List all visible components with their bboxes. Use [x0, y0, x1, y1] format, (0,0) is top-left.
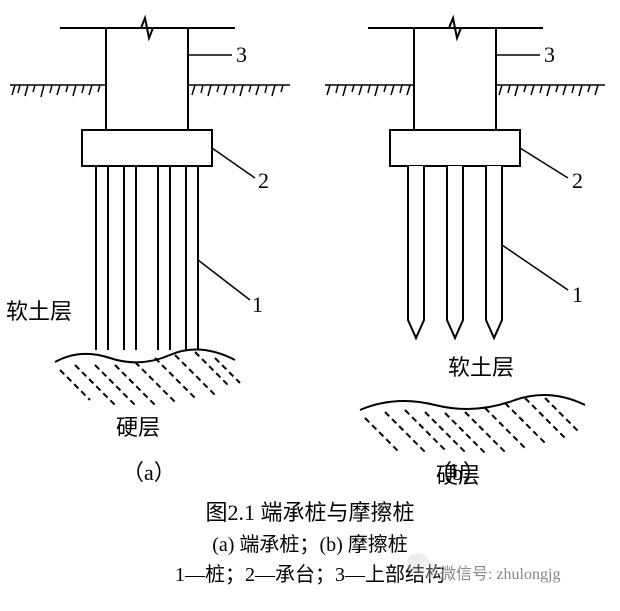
column-b — [368, 18, 543, 130]
label-1-b: 1 — [572, 282, 583, 308]
hard-layer-b — [360, 395, 585, 453]
sublabel-a: （a） — [122, 455, 176, 487]
hard-layer-a — [55, 350, 240, 405]
figure-subcaptions: (a) 端承桩；(b) 摩擦桩 — [0, 528, 620, 557]
diagram-b — [310, 0, 620, 470]
label-3-b: 3 — [544, 42, 555, 68]
ground-hatch-b — [325, 85, 605, 96]
label-2-b: 2 — [572, 168, 583, 194]
column-a — [60, 18, 235, 130]
wechat-icon — [404, 548, 440, 584]
piles-a — [96, 166, 198, 350]
wechat-watermark: 微信号: zhulongjg — [440, 560, 560, 584]
piles-b — [408, 166, 502, 338]
pile-cap-a — [82, 130, 212, 166]
sub-b-text: (b) 摩擦桩 — [319, 534, 407, 556]
pile-cap-b — [390, 130, 520, 166]
soft-layer-a: 软土层 — [6, 294, 72, 326]
sub-a-text: (a) 端承桩； — [212, 534, 319, 556]
diagram-a — [0, 0, 300, 430]
ground-hatch-a — [10, 85, 290, 97]
soft-layer-b: 软土层 — [448, 350, 514, 382]
figure-title: 图2.1 端承桩与摩擦桩 — [0, 495, 620, 527]
label-2-a: 2 — [258, 168, 269, 194]
label-1-a: 1 — [252, 292, 263, 318]
sublabel-b: （b） — [430, 455, 485, 487]
label-3-a: 3 — [236, 42, 247, 68]
hard-layer-a: 硬层 — [116, 410, 160, 442]
